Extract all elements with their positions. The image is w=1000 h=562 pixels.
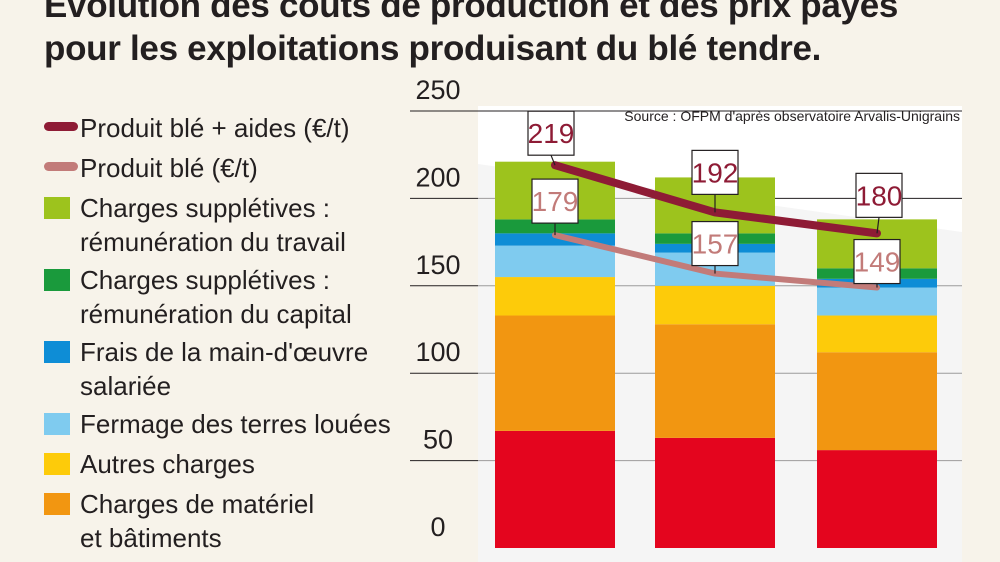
bar-segment [495, 245, 615, 278]
legend-label: Charges supplétives : [80, 193, 331, 223]
legend-color-swatch [44, 197, 70, 219]
y-tick-label: 200 [415, 162, 460, 192]
legend-color-swatch [44, 341, 70, 363]
data-label: 192 [692, 157, 739, 188]
data-label-box [691, 220, 739, 267]
data-label-box [527, 110, 575, 156]
data-label-box [853, 238, 901, 285]
bar-segment [655, 324, 775, 438]
legend-label: salariée [80, 371, 172, 401]
data-label: 157 [692, 229, 739, 260]
bar-segment [495, 315, 615, 431]
legend-line-swatch [44, 162, 78, 171]
title-line-1: Évolution des coûts de production et des… [44, 0, 899, 25]
data-label-pointer [876, 217, 880, 234]
bar-segment [495, 277, 615, 316]
data-label: 149 [854, 247, 901, 278]
legend-color-swatch [44, 269, 70, 291]
y-tick-label: 100 [415, 337, 460, 367]
legend-color-swatch [44, 493, 70, 515]
data-label: 180 [856, 180, 903, 211]
legend-label: rémunération du capital [80, 299, 352, 329]
bar-segment [655, 285, 775, 325]
legend-label: et bâtiments [80, 523, 222, 553]
bar-segment [495, 430, 615, 548]
y-tick-label: 0 [430, 512, 445, 542]
legend-label: Charges supplétives : [80, 265, 331, 295]
bar-segment [817, 287, 937, 316]
data-label-box [855, 172, 903, 218]
chart-title: Évolution des coûts de production et des… [44, 0, 984, 70]
bar-segment [655, 437, 775, 548]
legend-line-swatch [44, 122, 78, 131]
bar-segment [817, 352, 937, 451]
data-label-box [531, 178, 579, 224]
legend-label: Frais de la main-d'œuvre [80, 337, 369, 367]
data-label-pointer [550, 154, 556, 166]
legend-label: Charges de matériel [80, 489, 315, 519]
data-label: 179 [532, 186, 579, 217]
legend-label: Produit blé (€/t) [80, 153, 258, 183]
legend-label: Produit blé + aides (€/t) [80, 113, 350, 143]
bar-segment [817, 450, 937, 548]
y-tick-label: 50 [423, 425, 453, 455]
data-label: 219 [528, 118, 575, 149]
y-tick-label: 150 [415, 250, 460, 280]
legend-color-swatch [44, 413, 70, 435]
y-tick-label: 250 [415, 75, 460, 105]
title-line-2: pour les exploitations produisant du blé… [44, 29, 822, 68]
legend-color-swatch [44, 453, 70, 475]
legend-label: rémunération du travail [80, 227, 346, 257]
source-note: Source : OFPM d'après observatoire Arval… [624, 108, 960, 124]
legend-label: Autres charges [80, 449, 255, 479]
data-label-box [691, 149, 739, 195]
bar-segment [817, 315, 937, 353]
legend-label: Fermage des terres louées [80, 409, 391, 439]
